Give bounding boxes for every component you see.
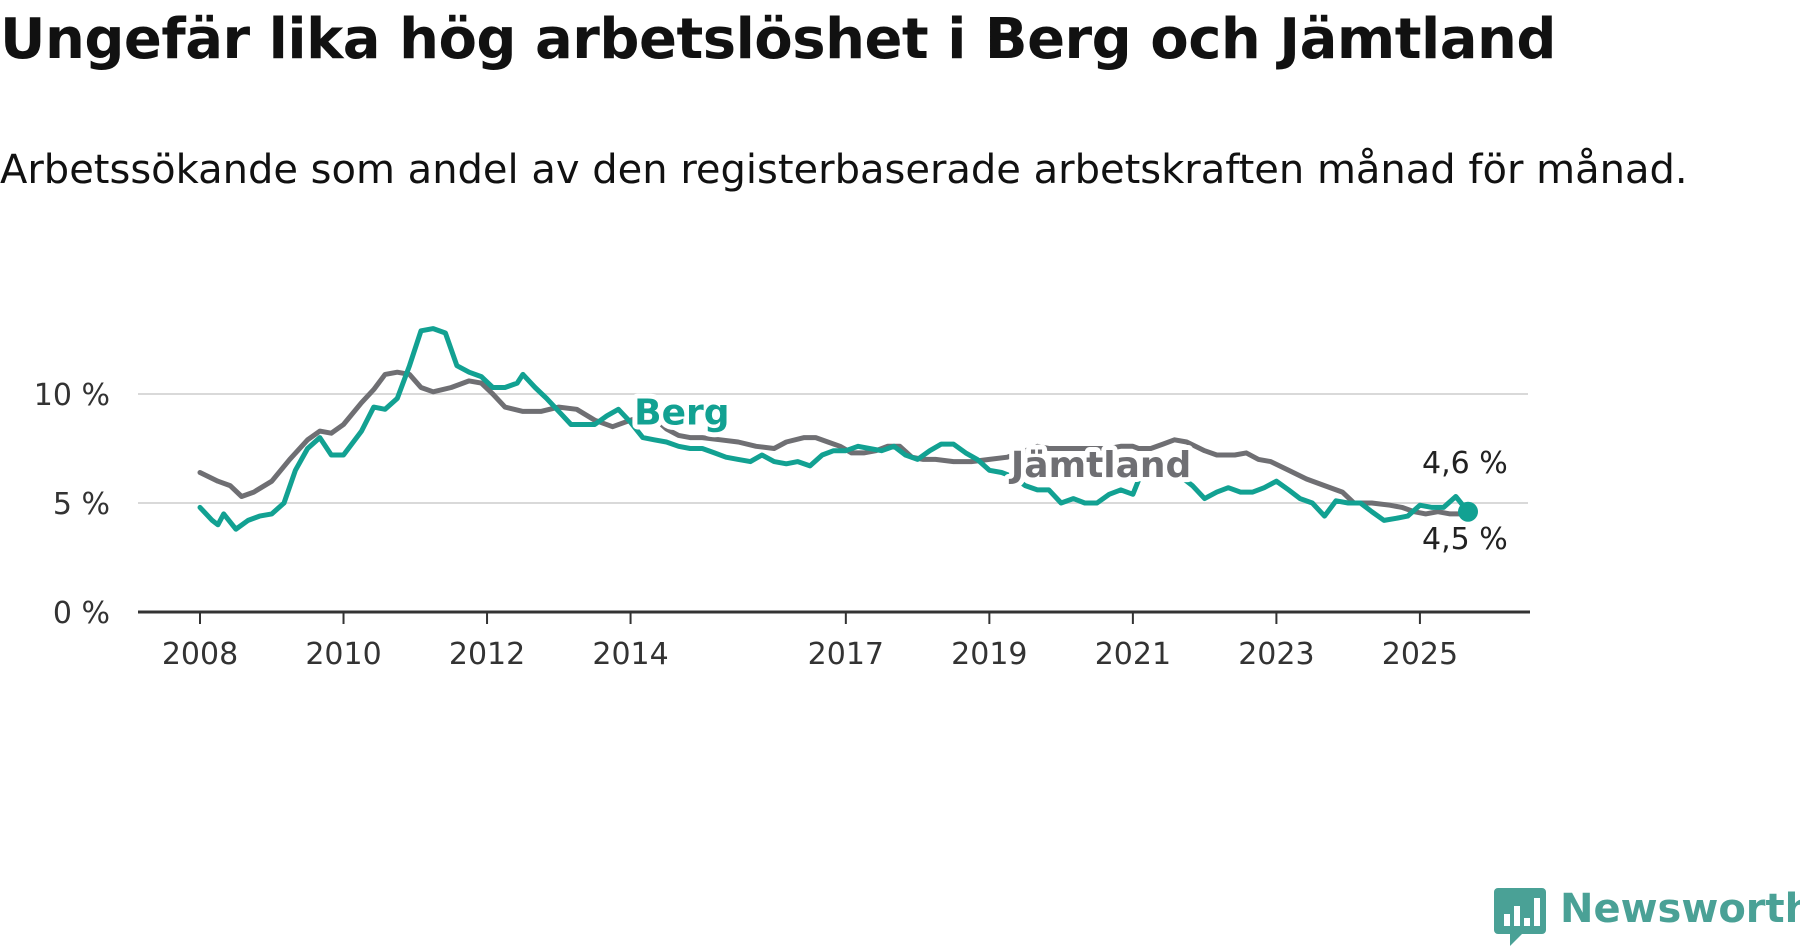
newsworthy-logo-icon [1494,888,1546,946]
y-tick-label: 10 % [34,378,110,413]
series-label-berg: Berg [634,393,729,434]
x-tick-label: 2014 [592,637,668,672]
berg-end-point [1458,501,1478,522]
y-tick-label: 5 % [53,487,110,522]
x-tick-label: 2019 [951,637,1027,672]
series-labels: Berg Jämtland 4,6 % 4,5 % [629,388,1511,560]
x-tick-label: 2008 [162,637,238,672]
berg-end-value-label: 4,6 % [1422,446,1508,481]
x-axis: 2008 2010 2012 2014 2017 2019 2021 2023 2025 [138,610,1530,672]
series-label-jamtland: Jämtland [1008,445,1191,486]
x-tick-label: 2017 [808,637,884,672]
x-tick-label: 2021 [1095,637,1171,672]
x-tick-label: 2012 [449,637,525,672]
y-axis: 0 % 5 % 10 % [34,378,110,631]
newsworthy-logo: Newsworthy [1488,884,1800,948]
x-tick-label: 2025 [1382,637,1458,672]
y-tick-label: 0 % [53,596,110,631]
x-tick-label: 2023 [1238,637,1314,672]
page-title: Ungefär lika hög arbetslöshet i Berg och… [0,7,1556,72]
jamtland-end-value-label: 4,5 % [1422,522,1508,557]
series-line-berg [197,326,1471,532]
newsworthy-logo-text: Newsworthy [1560,886,1800,932]
series-lines [197,326,1478,532]
x-tick-label: 2010 [305,637,381,672]
page-subtitle: Arbetssökande som andel av den registerb… [0,147,1688,193]
